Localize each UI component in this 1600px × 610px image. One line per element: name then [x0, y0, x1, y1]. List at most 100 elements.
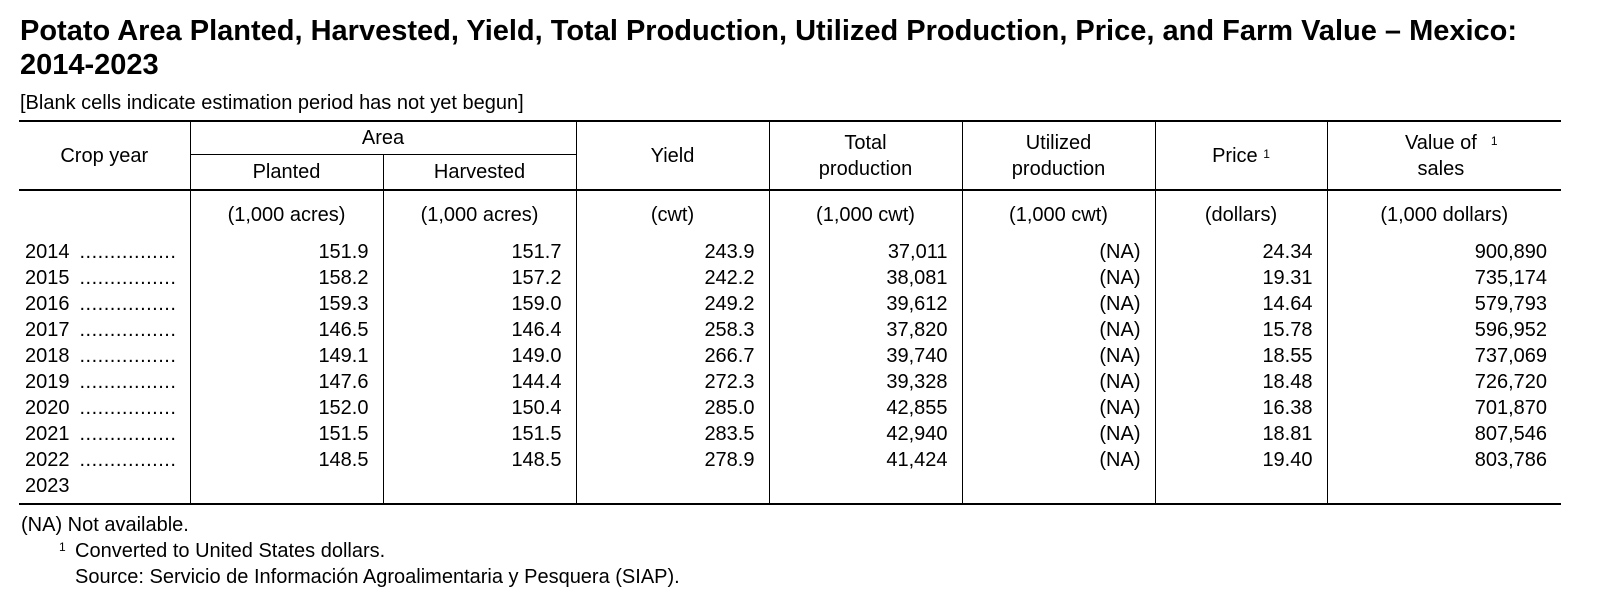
yield-cell: 249.2: [575, 291, 769, 317]
yield-cell: 258.3: [575, 317, 769, 343]
value-cell: 737,069: [1326, 343, 1561, 369]
page-title: Potato Area Planted, Harvested, Yield, T…: [20, 15, 1518, 81]
units-harvested: (1,000 acres): [382, 190, 576, 239]
header-planted: Planted: [189, 154, 383, 191]
price-footnote-mark: 1: [1263, 146, 1270, 161]
harvested-cell: 146.4: [382, 317, 576, 343]
harvested-cell: [382, 473, 576, 505]
table-row: 2015................ 158.2 157.2 242.2 38,08…: [19, 265, 1561, 291]
utilized-cell: (NA): [961, 395, 1155, 421]
planted-cell: 151.9: [189, 239, 383, 265]
header-price-label: Price: [1212, 144, 1258, 167]
utilized-cell: (NA): [961, 369, 1155, 395]
price-cell: 16.38: [1154, 395, 1327, 421]
header-utilized-production: Utilized production: [961, 120, 1155, 191]
utilized-cell: (NA): [961, 239, 1155, 265]
crop-year-cell: 2014................: [19, 239, 190, 265]
value-cell: 701,870: [1326, 395, 1561, 421]
crop-year-cell: 2018................: [19, 343, 190, 369]
table-row: 2018................ 149.1 149.0 266.7 39,74…: [19, 343, 1561, 369]
crop-year-label: 2023: [25, 475, 70, 497]
table-subtitle: [Blank cells indicate estimation period …: [20, 92, 524, 114]
harvested-cell: 150.4: [382, 395, 576, 421]
value-cell: 807,546: [1326, 421, 1561, 447]
table-row: 2023: [19, 473, 1561, 505]
header-yield: Yield: [575, 120, 769, 191]
planted-cell: 159.3: [189, 291, 383, 317]
price-cell: 18.81: [1154, 421, 1327, 447]
crop-year-label: 2021: [25, 423, 70, 445]
value-cell: [1326, 473, 1561, 505]
leader-dots: ................: [79, 267, 177, 289]
crop-year-label: 2022: [25, 449, 70, 471]
planted-cell: 146.5: [189, 317, 383, 343]
yield-cell: 272.3: [575, 369, 769, 395]
leader-dots: ................: [79, 319, 177, 341]
crop-year-cell: 2021................: [19, 421, 190, 447]
footnote-text: Converted to United States dollars.: [75, 540, 386, 562]
units-crop-year: [19, 190, 190, 239]
price-cell: 19.40: [1154, 447, 1327, 473]
header-area: Area: [189, 120, 576, 155]
utilized-cell: [961, 473, 1155, 505]
crop-year-label: 2015: [25, 267, 70, 289]
table-row: 2022................ 148.5 148.5 278.9 41,42…: [19, 447, 1561, 473]
crop-year-label: 2019: [25, 371, 70, 393]
harvested-cell: 149.0: [382, 343, 576, 369]
value-cell: 726,720: [1326, 369, 1561, 395]
yield-cell: 283.5: [575, 421, 769, 447]
footnote-mark: 1: [59, 540, 66, 554]
crop-year-label: 2017: [25, 319, 70, 341]
table-row: 2016................ 159.3 159.0 249.2 39,61…: [19, 291, 1561, 317]
price-cell: 24.34: [1154, 239, 1327, 265]
utilized-cell: (NA): [961, 265, 1155, 291]
total-cell: 39,612: [768, 291, 962, 317]
yield-cell: [575, 473, 769, 505]
planted-cell: 147.6: [189, 369, 383, 395]
leader-dots: ................: [79, 397, 177, 419]
price-cell: 15.78: [1154, 317, 1327, 343]
units-planted: (1,000 acres): [189, 190, 383, 239]
table-notes: (NA) Not available. 1 Converted to United…: [21, 512, 680, 590]
crop-year-label: 2020: [25, 397, 70, 419]
utilized-cell: (NA): [961, 317, 1155, 343]
header-price: Price 1: [1154, 120, 1327, 191]
total-cell: 42,940: [768, 421, 962, 447]
total-cell: 41,424: [768, 447, 962, 473]
leader-dots: ................: [79, 423, 177, 445]
total-cell: 42,855: [768, 395, 962, 421]
price-cell: 14.64: [1154, 291, 1327, 317]
note-source: Source: Servicio de Información Agroalim…: [75, 566, 680, 588]
header-harvested: Harvested: [382, 154, 576, 191]
yield-cell: 278.9: [575, 447, 769, 473]
crop-year-cell: 2016................: [19, 291, 190, 317]
units-yield: (cwt): [575, 190, 769, 239]
value-cell: 735,174: [1326, 265, 1561, 291]
planted-cell: 148.5: [189, 447, 383, 473]
planted-cell: 158.2: [189, 265, 383, 291]
planted-cell: 149.1: [189, 343, 383, 369]
units-row: (1,000 acres) (1,000 acres) (cwt) (1,000…: [19, 190, 1561, 239]
header-crop-year: Crop year: [19, 120, 190, 191]
price-cell: 18.55: [1154, 343, 1327, 369]
table-row: 2014................ 151.9 151.7 243.9 37,01…: [19, 239, 1561, 265]
total-cell: 37,820: [768, 317, 962, 343]
crop-year-label: 2018: [25, 345, 70, 367]
note-footnote: 1 Converted to United States dollars.: [21, 538, 680, 564]
yield-cell: 285.0: [575, 395, 769, 421]
header-total-production-label: Total production: [818, 131, 913, 180]
value-footnote-mark: 1: [1490, 133, 1498, 148]
leader-dots: ................: [79, 371, 177, 393]
leader-dots: ................: [79, 345, 177, 367]
table-row: 2021................ 151.5 151.5 283.5 42,94…: [19, 421, 1561, 447]
yield-cell: 242.2: [575, 265, 769, 291]
planted-cell: 151.5: [189, 421, 383, 447]
leader-dots: ................: [79, 241, 177, 263]
note-na: (NA) Not available.: [21, 514, 189, 536]
price-cell: [1154, 473, 1327, 505]
total-cell: 39,328: [768, 369, 962, 395]
potato-data-table: Crop year Area Yield Total production Ut…: [19, 120, 1561, 505]
crop-year-label: 2016: [25, 293, 70, 315]
total-cell: 38,081: [768, 265, 962, 291]
utilized-cell: (NA): [961, 421, 1155, 447]
